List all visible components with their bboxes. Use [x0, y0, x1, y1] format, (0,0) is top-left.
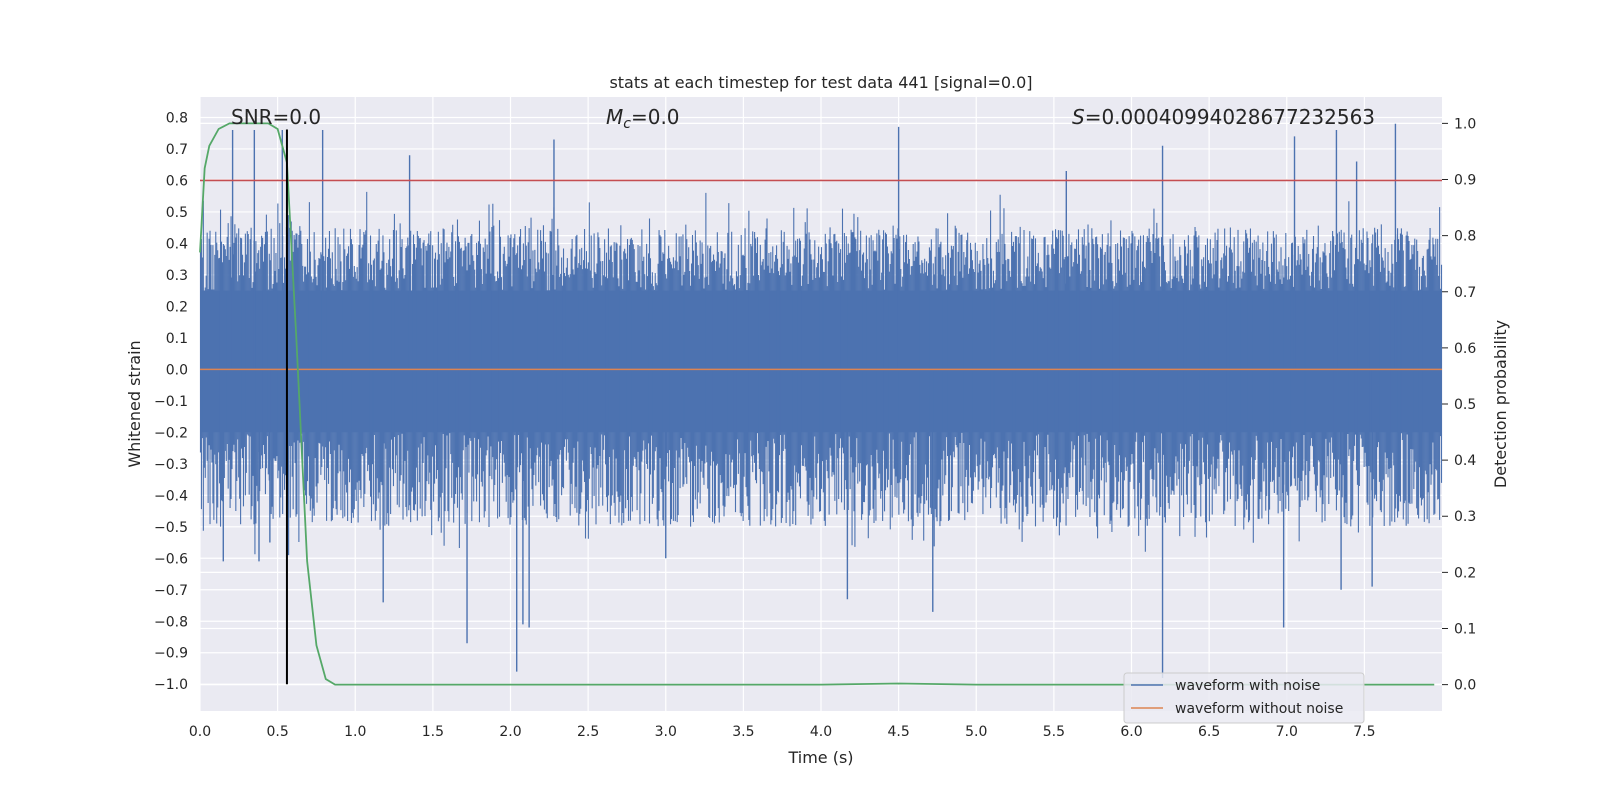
x-axis-label: Time (s) — [787, 748, 853, 767]
x-tick-label: 2.5 — [577, 724, 599, 740]
y2-tick-label: 1.0 — [1454, 116, 1476, 132]
y2-tick-label: 0.0 — [1454, 678, 1476, 694]
y2-tick-label: 0.5 — [1454, 397, 1476, 413]
mc-subscript: c — [623, 116, 631, 132]
x-tick-label: 2.0 — [499, 724, 521, 740]
legend-box — [1123, 672, 1365, 724]
y-tick-label: −0.4 — [154, 488, 188, 504]
x-tick-label: 5.0 — [965, 724, 987, 740]
y-tick-label: −1.0 — [154, 677, 188, 693]
y-axis-ticks: 0.8 0.7 0.6 0.5 0.4 0.3 0.2 0.1 0.0 −0.1 −0.2 −0.3 −… — [154, 110, 188, 693]
x-tick-label: 1.0 — [344, 724, 366, 740]
y-tick-label: 0.3 — [166, 268, 188, 284]
y2-axis-ticks: 1.0 0.9 0.8 0.7 0.6 0.5 0.4 0.3 0.2 0.1 0.0 — [1442, 116, 1476, 694]
y-tick-label: 0.4 — [166, 236, 188, 252]
y-tick-label: 0.7 — [166, 142, 188, 158]
y2-axis-label: Detection probability — [1491, 320, 1510, 488]
y-tick-label: 0.8 — [166, 110, 188, 126]
y-tick-label: 0.0 — [166, 362, 188, 378]
y2-tick-label: 0.9 — [1454, 173, 1476, 189]
x-tick-label: 6.5 — [1198, 724, 1220, 740]
x-axis-ticks: 0.0 0.5 1.0 1.5 2.0 2.5 3.0 3.5 4.0 4.5 5.0 5.5 6.0 6… — [189, 724, 1376, 740]
y2-tick-label: 0.6 — [1454, 341, 1476, 357]
s-symbol: S — [1072, 105, 1085, 129]
x-tick-label: 1.5 — [422, 724, 444, 740]
y-tick-label: −0.3 — [154, 457, 188, 473]
x-tick-label: 6.0 — [1120, 724, 1142, 740]
y2-tick-label: 0.2 — [1454, 565, 1476, 581]
mc-value: =0.0 — [631, 105, 680, 129]
y2-tick-label: 0.7 — [1454, 285, 1476, 301]
x-tick-label: 0.5 — [266, 724, 288, 740]
x-tick-label: 3.0 — [655, 724, 677, 740]
snr-annotation: SNR=0.0 — [231, 105, 321, 129]
y-tick-label: 0.1 — [166, 331, 188, 347]
legend-label-noise: waveform with noise — [1175, 678, 1320, 694]
x-tick-label: 7.5 — [1353, 724, 1375, 740]
y2-tick-label: 0.3 — [1454, 509, 1476, 525]
noise-waveform-series — [199, 123, 1443, 678]
y-tick-label: 0.5 — [166, 205, 188, 221]
y-tick-label: −0.8 — [154, 614, 188, 630]
legend: waveform with noise waveform without noi… — [1123, 672, 1365, 724]
x-tick-label: 7.0 — [1276, 724, 1298, 740]
y2-tick-label: 0.1 — [1454, 621, 1476, 637]
mc-symbol: M — [606, 105, 623, 129]
mc-annotation: Mc=0.0 — [606, 105, 680, 132]
y-tick-label: −0.6 — [154, 551, 188, 567]
detection-probability-line — [199, 122, 1435, 686]
y-tick-label: −0.7 — [154, 583, 188, 599]
s-annotation: S=0.00040994028677232563 — [1072, 105, 1375, 129]
x-tick-label: 4.0 — [810, 724, 832, 740]
y-tick-label: 0.6 — [166, 173, 188, 189]
x-tick-label: 3.5 — [732, 724, 754, 740]
y-tick-label: −0.9 — [154, 646, 188, 662]
y-tick-label: 0.2 — [166, 299, 188, 315]
y-axis-label: Whitened strain — [125, 340, 144, 467]
y-tick-label: −0.1 — [154, 394, 188, 410]
y-tick-label: −0.5 — [154, 520, 188, 536]
x-tick-label: 0.0 — [189, 724, 211, 740]
x-tick-label: 4.5 — [887, 724, 909, 740]
y2-tick-label: 0.8 — [1454, 229, 1476, 245]
legend-label-clean: waveform without noise — [1175, 701, 1343, 717]
y2-tick-label: 0.4 — [1454, 453, 1476, 469]
y-tick-label: −0.2 — [154, 425, 188, 441]
chart-title: stats at each timestep for test data 441… — [609, 73, 1032, 92]
x-tick-label: 5.5 — [1043, 724, 1065, 740]
s-value: =0.00040994028677232563 — [1085, 105, 1375, 129]
